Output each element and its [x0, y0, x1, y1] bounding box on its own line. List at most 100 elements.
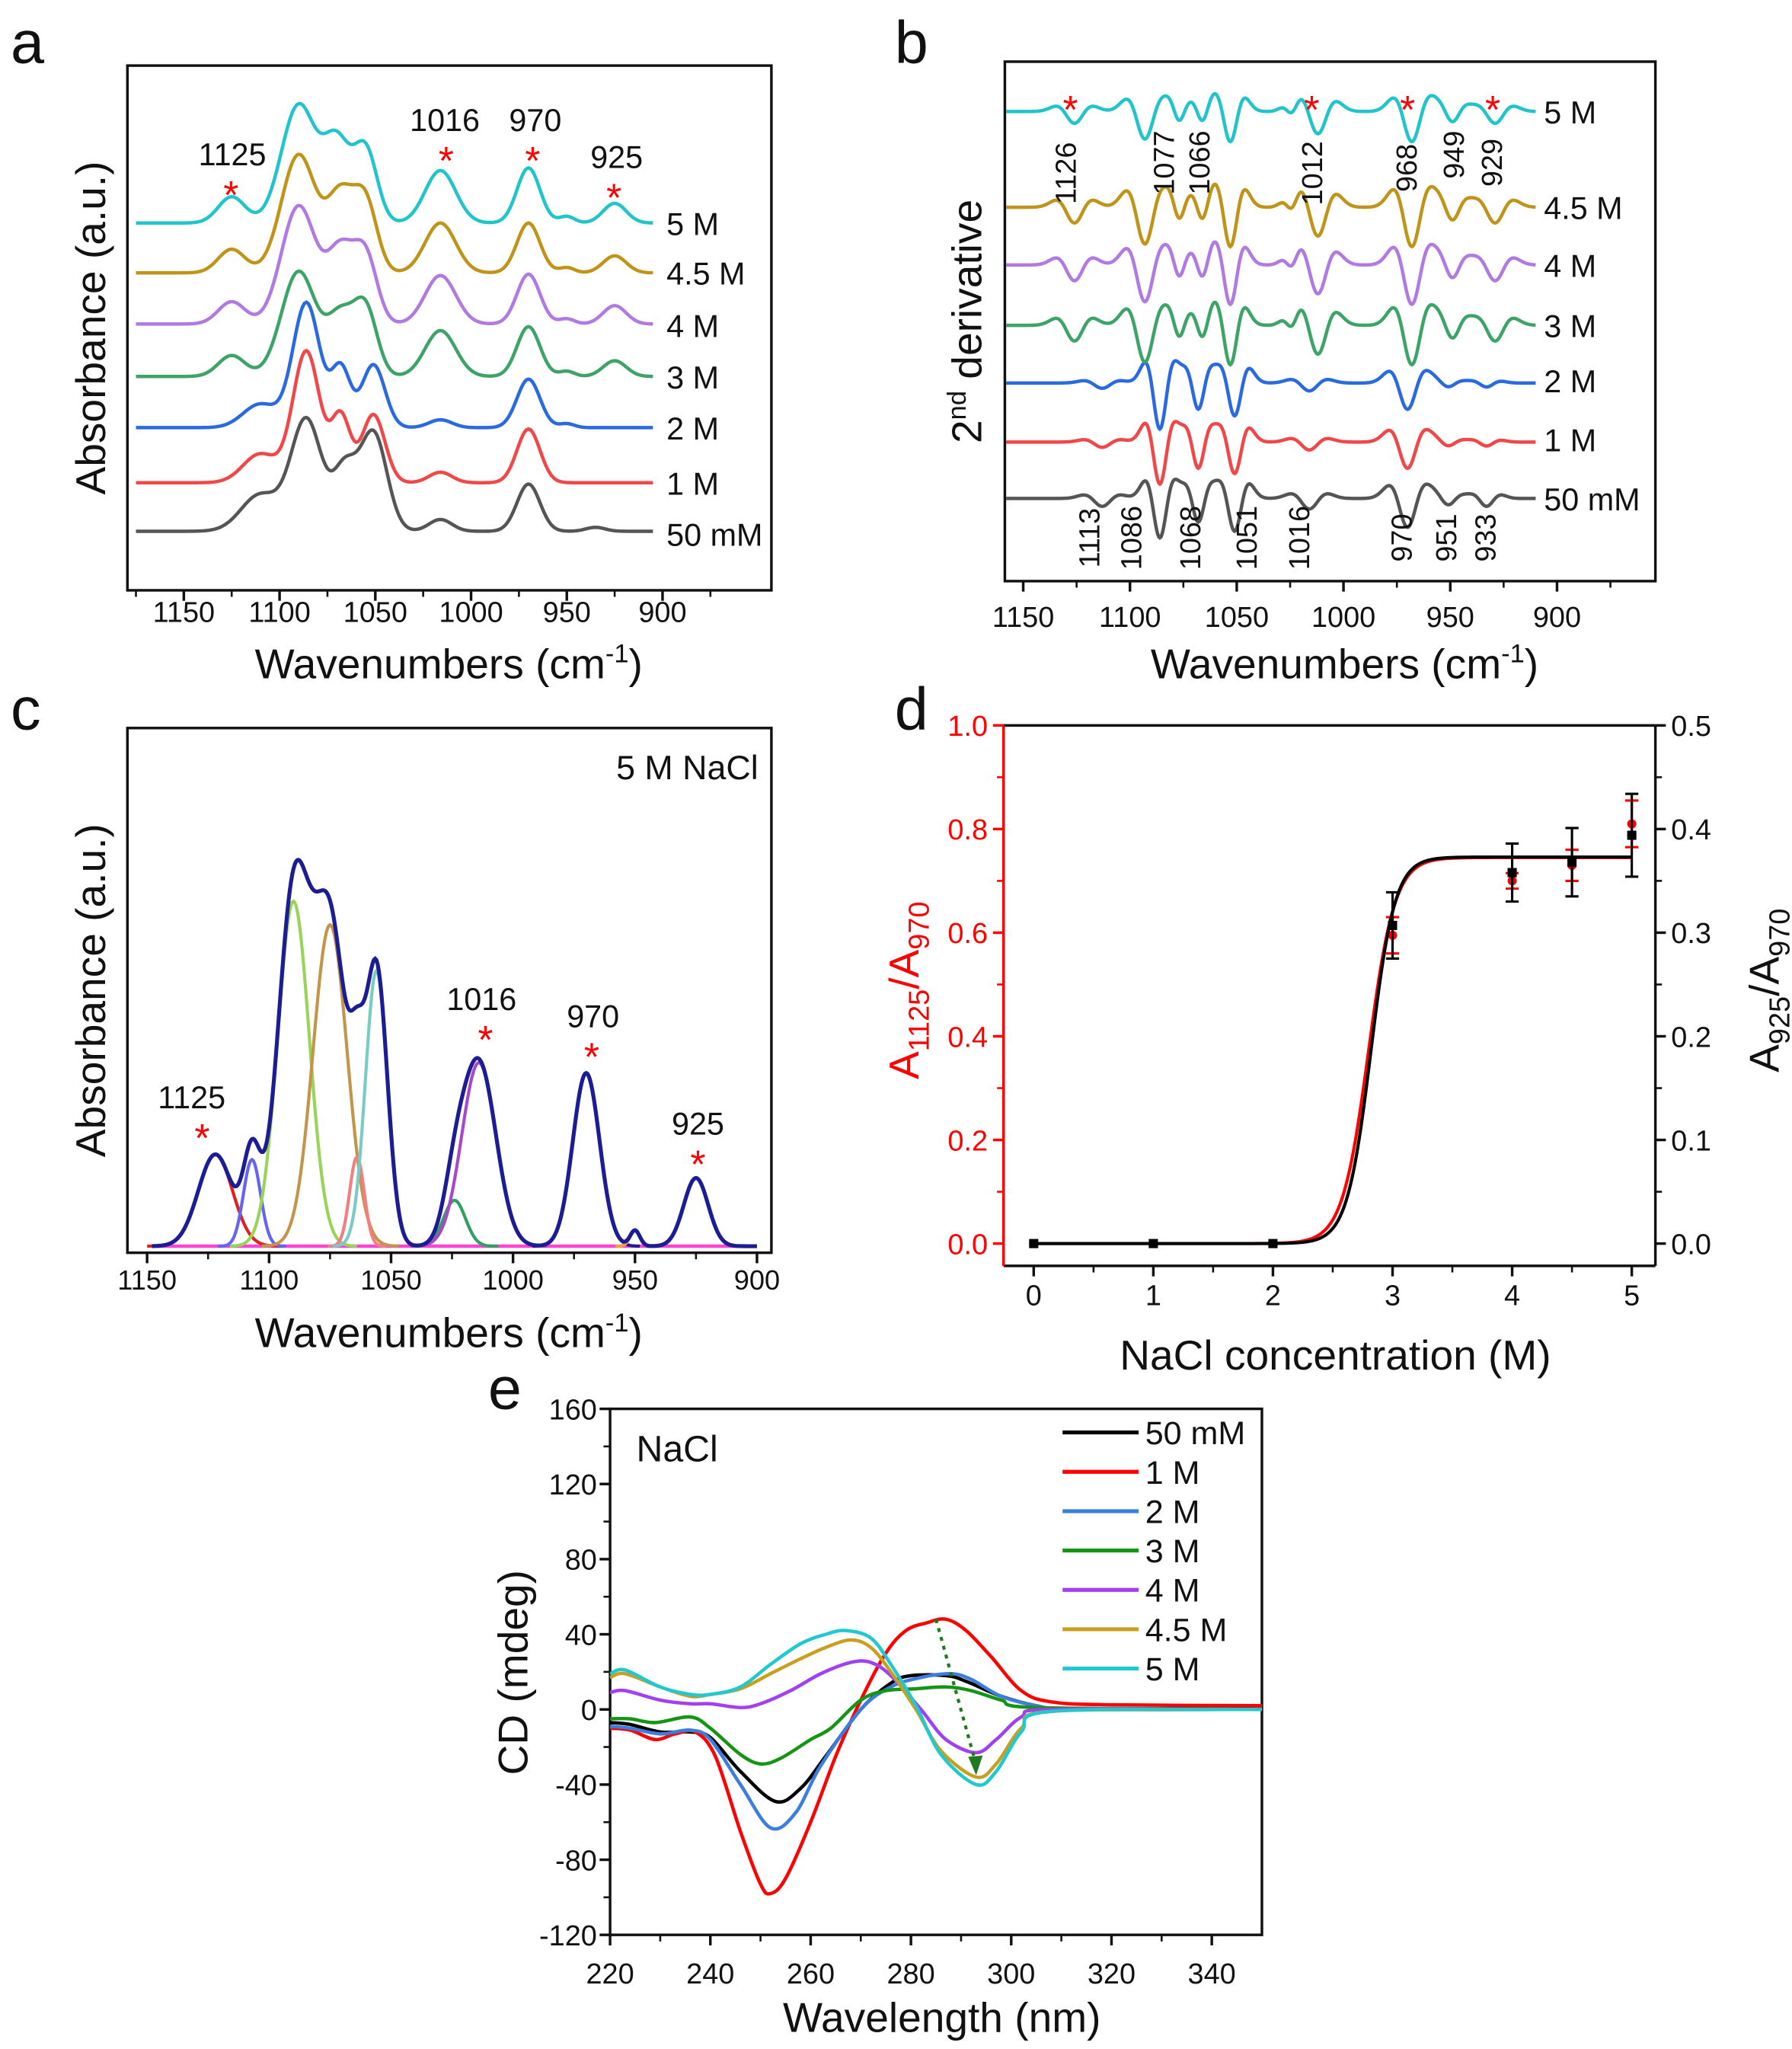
y-left-tick-label: 0.6 [947, 918, 988, 950]
x-tick-label: 5 [1624, 1280, 1640, 1312]
y-tick-label: 0 [581, 1695, 597, 1727]
x-axis-title-close: ) [628, 1309, 642, 1357]
y-right-tick-label: 0.5 [1671, 711, 1711, 743]
series-line-1M [1006, 420, 1536, 487]
series-label: 4.5 M [1544, 191, 1622, 226]
y-title-part: 970 [1764, 909, 1792, 957]
peak-star: * [439, 139, 454, 183]
legend-label: 3 M [1145, 1533, 1200, 1570]
peak-star: * [690, 1142, 705, 1186]
envelope-line [152, 858, 757, 1248]
panel-d: 0 1 2 3 4 5 0.0 0.2 0.4 0.6 0.8 1.0 0.0 0.1 0.2 0.3 0.4 0… [880, 711, 1792, 1379]
peak-star: * [525, 139, 540, 183]
data-point-right [1029, 1239, 1039, 1248]
component-band-1024 [410, 1198, 499, 1248]
y-axis-title: CD (mdeg) [490, 1570, 537, 1775]
y-left-tick-label: 0.8 [947, 814, 988, 846]
x-tick-label: 340 [1188, 1958, 1236, 1990]
peak-label: 949 [1439, 131, 1471, 179]
peak-label: 1068 [1175, 506, 1207, 570]
y-title-rest: derivative [943, 200, 990, 391]
x-axis-title: Wavenumbers (cm-1) [1151, 640, 1538, 688]
peak-star: * [1304, 88, 1319, 132]
x-tick-label: 260 [787, 1958, 835, 1990]
y-tick-label: 120 [549, 1469, 597, 1501]
x-tick-label: 220 [586, 1958, 634, 1990]
series-line-5M [1006, 91, 1536, 144]
x-tick-label: 300 [987, 1958, 1035, 1990]
peak-label: 1086 [1116, 506, 1148, 570]
series-label: 3 M [1544, 309, 1596, 344]
x-tick-label: 1000 [482, 1264, 543, 1296]
peak-star: * [194, 1116, 209, 1160]
peak-label: 1016 [410, 103, 480, 138]
x-axis-title-text: Wavenumbers (cm [1151, 640, 1501, 687]
x-axis-title-sup: -1 [605, 640, 629, 669]
series-line-50mM [136, 415, 653, 533]
legend-label: 2 M [1145, 1494, 1200, 1530]
peak-label: 951 [1431, 513, 1463, 561]
x-tick-label: 1000 [439, 596, 503, 628]
x-tick-label: 4 [1504, 1280, 1520, 1312]
peak-label: 1051 [1231, 506, 1263, 570]
panel-letter-c: c [11, 675, 41, 743]
x-tick-label: 900 [1533, 602, 1581, 634]
y-left-tick-label: 1.0 [947, 711, 988, 743]
x-axis-title: Wavenumbers (cm-1) [255, 640, 643, 688]
data-point-right [1268, 1239, 1278, 1248]
fit-curve-right [1033, 855, 1632, 1245]
y-right-tick-label: 0.1 [1671, 1125, 1711, 1157]
component-band-1056 [332, 967, 420, 1248]
y-right-tick-label: 0.2 [1671, 1021, 1711, 1053]
panel-letter-d: d [895, 675, 928, 743]
arrow-head-icon [968, 1755, 983, 1776]
x-tick-label: 1150 [992, 602, 1054, 634]
series-label: 4 M [1544, 248, 1596, 283]
x-tick-label: 2 [1265, 1280, 1281, 1312]
x-tick-label: 1100 [239, 1264, 299, 1296]
panel-b: 1150 1100 1050 1000 950 900 50 mM 1 M 2 M 3 M 4 M 4… [943, 60, 1657, 688]
y-axis-title-right: A925/A970 [1741, 909, 1792, 1072]
x-tick-label: 280 [887, 1958, 935, 1990]
peak-label: 1113 [1074, 508, 1106, 568]
x-tick-label: 900 [638, 596, 686, 628]
x-axis-title-sup: -1 [1501, 640, 1525, 669]
plot-frame [126, 727, 773, 1255]
series-label: 5 M [666, 206, 719, 241]
data-point-right [1567, 857, 1577, 867]
legend-label: 5 M [1145, 1651, 1200, 1688]
peak-label: 1125 [158, 1080, 225, 1115]
panel-letter-a: a [11, 8, 45, 76]
x-tick-label: 1050 [360, 1264, 421, 1296]
series-label: 50 mM [666, 517, 762, 552]
y-left-tick-label: 0.2 [947, 1125, 988, 1157]
y-title-sup: nd [943, 391, 972, 420]
y-right-tick-label: 0.4 [1671, 814, 1711, 846]
data-point-right [1148, 1239, 1158, 1248]
panel-title: 5 M NaCl [616, 749, 759, 787]
series-label: 2 M [1544, 364, 1596, 399]
y-tick-label: -80 [555, 1845, 597, 1877]
peak-label: 1016 [446, 982, 516, 1017]
y-left-tick-label: 0.4 [947, 1021, 988, 1053]
x-tick-label: 950 [1426, 602, 1474, 634]
y-title-part: /A [1741, 957, 1788, 996]
series-line-45M [1006, 182, 1536, 249]
component-band-1122 [147, 1152, 284, 1248]
peak-label: 970 [567, 999, 619, 1034]
y-axis-title: Absorbance (a.u.) [67, 161, 114, 495]
y-axis-title-left: A1125/A970 [880, 901, 936, 1079]
cd-curve-2M [609, 1672, 1262, 1831]
series-line-2M [1006, 359, 1536, 432]
peak-star: * [606, 175, 621, 219]
y-tick-label: -40 [555, 1770, 597, 1802]
plot-frame [126, 64, 773, 592]
x-tick-label: 900 [734, 1264, 780, 1296]
x-tick-label: 1100 [1099, 602, 1161, 634]
series-label: 1 M [1544, 423, 1596, 458]
cd-curve-3M [610, 1685, 1262, 1766]
x-tick-label: 0 [1026, 1280, 1042, 1312]
peak-label: 970 [1386, 513, 1418, 561]
panel-a: 1150 1100 1050 1000 950 900 50 mM 1 M 2 M 3 M 4 M 4… [67, 64, 773, 688]
peak-label: 1066 [1184, 130, 1216, 194]
